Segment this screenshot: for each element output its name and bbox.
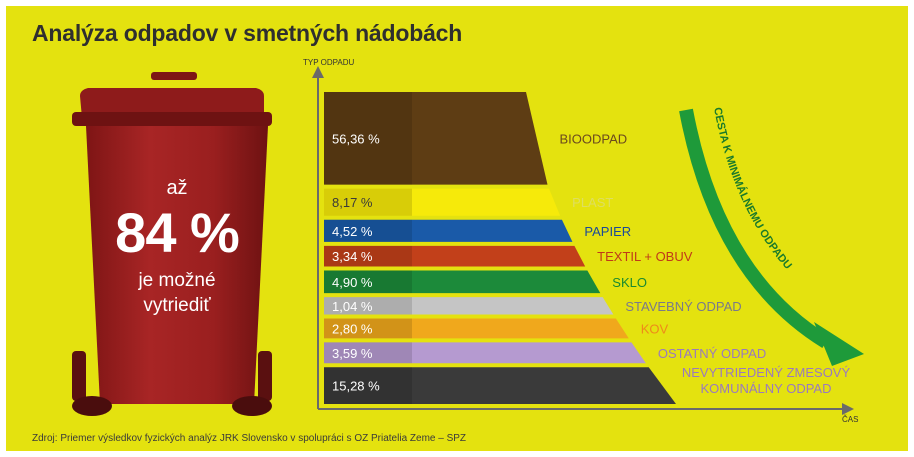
x-axis-label: ČAS <box>842 415 858 424</box>
arrow-head-icon <box>814 322 864 366</box>
page-title: Analýza odpadov v smetných nádobách <box>32 20 463 46</box>
arrow-label: CESTA K MINIMÁLNEMU ODPADU <box>711 106 794 271</box>
value-label-1: 8,17 % <box>332 195 373 210</box>
bin-value: 84 % <box>115 201 240 264</box>
category-label-6: KOV <box>641 321 669 336</box>
bar-8 <box>324 367 676 404</box>
category-label-5: STAVEBNÝ ODPAD <box>625 299 741 314</box>
bar-0 <box>324 92 548 185</box>
bar-1 <box>324 188 561 216</box>
value-box-5 <box>324 297 412 315</box>
value-label-6: 2,80 % <box>332 321 373 336</box>
minimal-waste-arrow-icon <box>679 108 830 348</box>
bin-caption: je možné vytriediť <box>138 270 216 316</box>
value-label-8: 15,28 % <box>332 379 380 394</box>
x-axis-arrow <box>842 403 854 415</box>
value-label-5: 1,04 % <box>332 299 373 314</box>
bar-5 <box>324 297 614 315</box>
category-label-4: SKLO <box>612 275 647 290</box>
value-box-1 <box>324 188 412 216</box>
value-label-7: 3,59 % <box>332 346 373 361</box>
category-label-2: PAPIER <box>584 224 631 239</box>
value-box-8 <box>324 367 412 404</box>
bar-3 <box>324 245 586 267</box>
source-note: Zdroj: Priemer výsledkov fyzických analý… <box>32 433 467 444</box>
bars-group: 56,36 % BIOODPAD 8,17 % PLAST 4,52 % PAPIER 3,… <box>324 92 850 404</box>
infographic: Analýza odpadov v smetných nádobách <box>6 6 908 451</box>
value-box-2 <box>324 219 412 242</box>
y-axis-label: TYP ODPADU <box>303 58 354 67</box>
category-label-7: OSTATNÝ ODPAD <box>658 346 766 361</box>
bar-2 <box>324 219 573 242</box>
value-label-4: 4,90 % <box>332 275 373 290</box>
bin-prefix: až <box>166 177 188 199</box>
y-axis-arrow <box>312 66 324 78</box>
value-box-4 <box>324 270 412 294</box>
value-box-0 <box>324 92 412 185</box>
waste-bin-icon <box>72 72 272 416</box>
value-label-0: 56,36 % <box>332 131 380 146</box>
bar-7 <box>324 342 646 364</box>
value-box-6 <box>324 318 412 339</box>
value-label-2: 4,52 % <box>332 224 373 239</box>
waste-chart: TYP ODPADU ČAS CESTA K MINIMÁLNEMU ODPAD… <box>72 58 864 424</box>
value-label-3: 3,34 % <box>332 249 373 264</box>
value-box-3 <box>324 245 412 267</box>
category-label-1: PLAST <box>572 195 613 210</box>
bar-4 <box>324 270 601 294</box>
category-label-0: BIOODPAD <box>559 131 627 146</box>
value-box-7 <box>324 342 412 364</box>
bar-6 <box>324 318 629 339</box>
category-label-8: NEVYTRIEDENÝ ZMESOVÝ KOMUNÁLNY ODPAD <box>682 365 851 396</box>
category-label-3: TEXTIL + OBUV <box>597 249 693 264</box>
